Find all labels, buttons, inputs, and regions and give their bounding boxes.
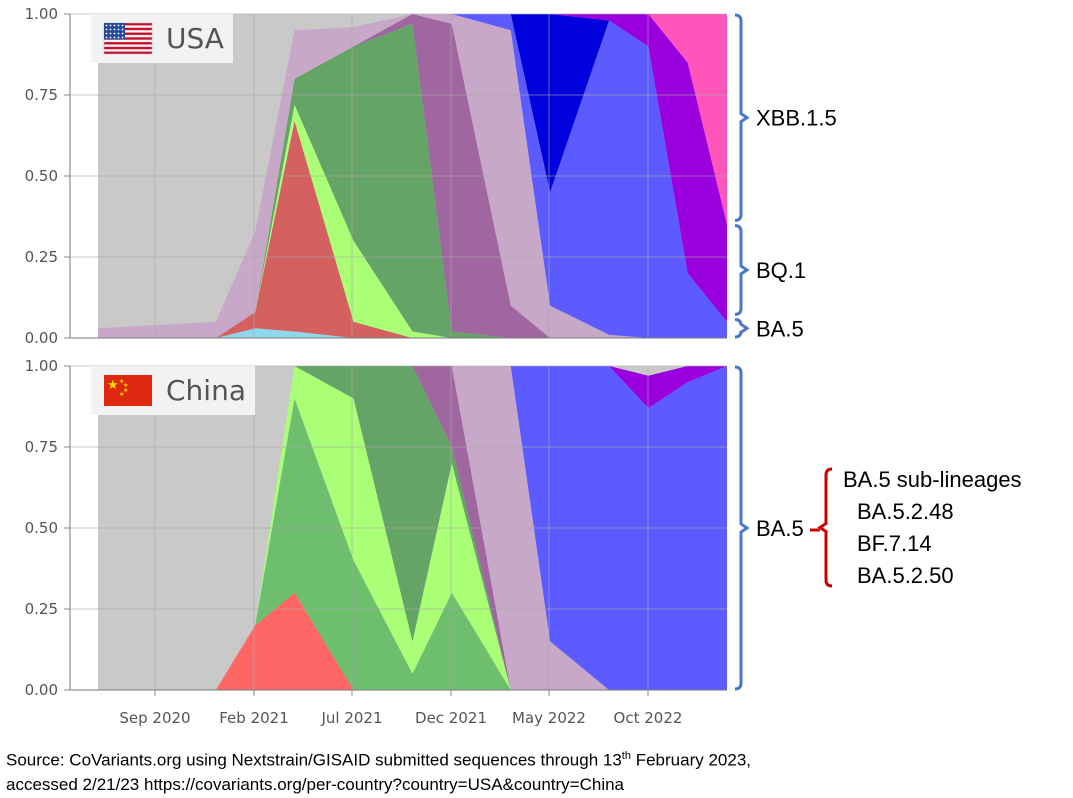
usa-flag-icon (103, 22, 153, 55)
source-caption: Source: CoVariants.org using Nextstrain/… (6, 744, 751, 797)
y-tick-label: 0.75 (25, 86, 58, 104)
bracket-label: BA.5 (756, 516, 804, 541)
y-tick-label: 1.00 (25, 357, 58, 375)
x-tick-label: Feb 2021 (219, 709, 289, 727)
y-tick-label: 0.25 (25, 600, 58, 618)
x-tick-label: May 2022 (512, 709, 586, 727)
source-line-1: Source: CoVariants.org using Nextstrain/… (6, 750, 751, 770)
x-tick-label: Sep 2020 (119, 709, 190, 727)
sublineage-item: BA.5.2.48 (857, 499, 954, 524)
bracket (734, 224, 750, 316)
x-tick-label: Jul 2021 (320, 709, 382, 727)
y-tick-label: 1.00 (25, 5, 58, 23)
bracket (734, 365, 750, 691)
y-tick-label: 0.00 (25, 681, 58, 699)
svg-text:★: ★ (107, 378, 119, 393)
y-tick-label: 0.50 (25, 519, 58, 537)
bracket-label: XBB.1.5 (756, 106, 837, 131)
sublineage-item: BA.5.2.50 (857, 563, 954, 588)
sublineage-bracket (817, 467, 833, 588)
svg-text:★: ★ (119, 378, 124, 385)
sublineage-title: BA.5 sub-lineages (843, 467, 1022, 492)
bracket (734, 13, 750, 222)
china-flag-icon: ★ ★★★★ (104, 375, 152, 406)
area-series-0 (98, 328, 727, 338)
svg-text:★: ★ (123, 382, 128, 389)
variant-share-charts: 0.000.250.500.751.00USAXBB.1.5BQ.1BA.50.… (25, 5, 1022, 727)
y-tick-label: 0.00 (25, 329, 58, 347)
area-series-8 (98, 14, 727, 329)
y-tick-label: 0.75 (25, 438, 58, 456)
source-line-2: accessed 2/21/23 https://covariants.org/… (6, 774, 625, 794)
bracket (734, 318, 750, 339)
bracket-label: BA.5 (756, 316, 804, 341)
bracket-label: BQ.1 (756, 258, 806, 283)
y-tick-label: 0.25 (25, 248, 58, 266)
sublineage-item: BF.7.14 (857, 531, 932, 556)
x-tick-label: Dec 2021 (415, 709, 487, 727)
country-name: China (166, 374, 246, 407)
x-tick-label: Oct 2022 (614, 709, 683, 727)
panel-usa: 0.00 0.25 0.50 0.75 1.00 USA XBB.1.5 BQ.1 BA.5 (25, 5, 837, 347)
svg-text:★: ★ (119, 391, 124, 398)
area-series-7 (98, 14, 727, 329)
area-series-3 (98, 23, 727, 338)
y-tick-label: 0.50 (25, 167, 58, 185)
country-name: USA (166, 22, 224, 55)
area-series-0 (98, 592, 727, 690)
svg-text:★: ★ (123, 387, 128, 394)
